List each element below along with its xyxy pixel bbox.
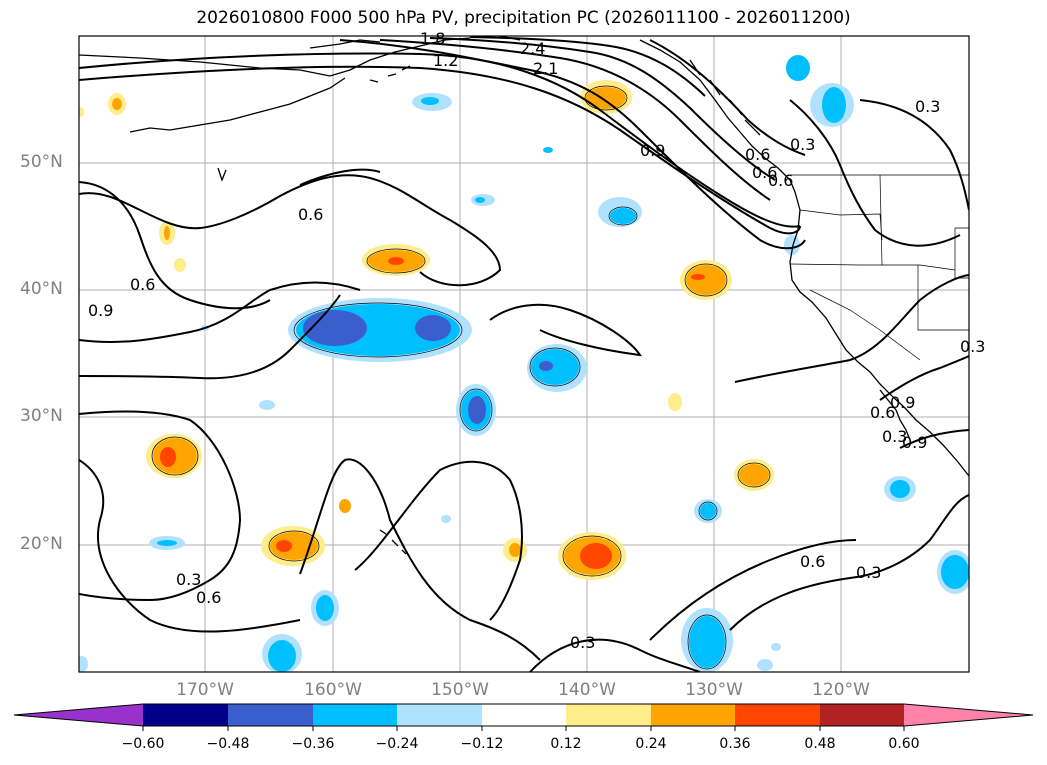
contour-label: 0.3	[790, 135, 815, 154]
coastlines	[79, 36, 969, 555]
colorbar-swatch	[397, 704, 482, 726]
contour-label: 0.9	[902, 433, 927, 452]
lat-label: 30°N	[20, 406, 63, 426]
contour-label: 2.1	[533, 59, 558, 78]
contour-label-layer: 2.4 2.1 1.2 1.8 0.9 0.6 0.3 0.6 0.3 0.6 …	[88, 29, 985, 652]
negative-anomaly-patches	[79, 55, 969, 672]
colorbar-tick-label: 0.12	[550, 736, 582, 752]
colorbar-swatch	[143, 704, 228, 726]
contour-label: 1.2	[433, 51, 458, 70]
colorbar-swatch	[482, 704, 566, 726]
colorbar-swatch	[228, 704, 313, 726]
lat-label: 20°N	[20, 534, 63, 554]
contour-label: 0.3	[882, 427, 907, 446]
contour-label: 0.3	[960, 337, 985, 356]
contour-label: 0.6	[130, 275, 155, 294]
pv-contours	[79, 36, 969, 672]
contour-label: 0.6	[298, 205, 323, 224]
colorbar-tick-label: −0.24	[375, 736, 419, 752]
contour-label: 0.3	[915, 97, 940, 116]
map-background	[79, 36, 969, 672]
contour-label: 0.6	[800, 552, 825, 571]
colorbar-min-extension	[14, 704, 143, 726]
lon-label: 170°W	[176, 680, 234, 700]
contour-label: 0.9	[640, 141, 665, 160]
patch-outlines	[151, 85, 771, 670]
contour-label: 0.6	[752, 163, 777, 182]
contour-label: 2.4	[520, 39, 545, 58]
lat-label: 50°N	[20, 152, 63, 172]
colorbar	[13, 703, 1034, 731]
lon-label: 120°W	[812, 680, 870, 700]
positive-anomaly-patches	[79, 80, 774, 580]
contour-label: 0.9	[890, 393, 915, 412]
colorbar-tick-label: −0.48	[206, 736, 250, 752]
colorbar-swatch	[651, 704, 735, 726]
map-title: 2026010800 F000 500 hPa PV, precipitatio…	[196, 8, 851, 28]
colorbar-tick-label: 0.36	[719, 736, 751, 752]
lon-label: 150°W	[431, 680, 489, 700]
contour-label: 0.3	[570, 633, 595, 652]
lon-label: 140°W	[558, 680, 616, 700]
lon-label: 160°W	[304, 680, 362, 700]
contour-label: 0.6	[196, 588, 221, 607]
contour-label: 0.6	[870, 403, 895, 422]
colorbar-swatch	[566, 704, 651, 726]
contour-label: 0.6	[768, 171, 793, 190]
colorbar-tick-label: −0.12	[460, 736, 504, 752]
map-frame	[78, 35, 970, 673]
political-borders	[789, 174, 969, 361]
colorbar-tick-label: 0.60	[888, 736, 920, 752]
contour-label: 0.9	[88, 301, 113, 320]
contour-label: 0.3	[856, 563, 881, 582]
contour-label: 1.8	[420, 29, 445, 48]
colorbar-tick-label: 0.48	[804, 736, 836, 752]
colorbar-max-extension	[904, 704, 1033, 726]
lon-label: 130°W	[685, 680, 743, 700]
colorbar-swatch	[735, 704, 820, 726]
colorbar-tick-label: 0.24	[635, 736, 667, 752]
contour-label: 0.6	[745, 145, 770, 164]
colorbar-tick-label: −0.36	[291, 736, 335, 752]
colorbar-tick-label: −0.60	[121, 736, 165, 752]
colorbar-swatch	[313, 704, 397, 726]
contour-label: 0.3	[176, 570, 201, 589]
lat-label: 40°N	[20, 279, 63, 299]
colorbar-swatch	[820, 704, 904, 726]
